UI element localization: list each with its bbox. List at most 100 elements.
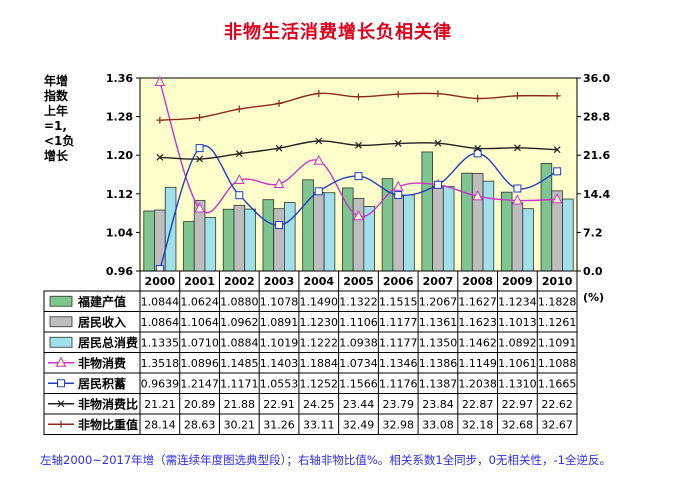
point-marker bbox=[196, 155, 204, 163]
data-label: 32.18 bbox=[462, 418, 494, 431]
left-axis-label-line: 增长 bbox=[44, 149, 69, 163]
data-label: 1.1386 bbox=[419, 357, 458, 370]
right-axis-tick-label: 28.8 bbox=[583, 111, 610, 124]
legend-label: 非物比重值 bbox=[78, 417, 138, 432]
data-label: 1.1176 bbox=[379, 377, 418, 390]
data-label: 1.1515 bbox=[379, 295, 418, 308]
data-label: 21.88 bbox=[224, 398, 256, 411]
series-line bbox=[159, 145, 558, 270]
category-label: 2009 bbox=[502, 275, 533, 288]
data-label: 1.0892 bbox=[498, 336, 537, 349]
data-label: 1.1091 bbox=[538, 336, 577, 349]
point-marker bbox=[473, 149, 482, 158]
data-label: 1.1078 bbox=[260, 295, 299, 308]
left-axis-label-line: 上年 bbox=[44, 104, 69, 118]
legend-label: 非物消费 bbox=[78, 355, 126, 370]
left-axis-label-line: =1, bbox=[44, 119, 67, 133]
point-marker bbox=[235, 191, 244, 200]
data-label: 1.2038 bbox=[458, 377, 497, 390]
data-label: 1.1387 bbox=[419, 377, 458, 390]
data-label: 32.68 bbox=[502, 418, 534, 431]
point-marker bbox=[235, 150, 243, 158]
point-marker bbox=[513, 92, 521, 100]
point-marker bbox=[553, 146, 561, 154]
data-label: 1.1665 bbox=[538, 377, 577, 390]
data-label: 20.89 bbox=[184, 398, 216, 411]
data-label: 32.67 bbox=[541, 418, 573, 431]
point-marker bbox=[355, 93, 362, 101]
data-label: 23.84 bbox=[422, 398, 454, 411]
bar bbox=[500, 191, 513, 272]
bar bbox=[540, 163, 553, 272]
left-axis-label: 年增 指数 上年 =1, <1负 增长 bbox=[44, 74, 84, 164]
data-label: 1.2147 bbox=[180, 377, 219, 390]
legend-key bbox=[49, 295, 73, 307]
data-label: 1.1088 bbox=[538, 357, 577, 370]
point-marker bbox=[57, 379, 65, 388]
data-label: 1.1403 bbox=[260, 357, 299, 370]
data-label: 1.1490 bbox=[300, 295, 339, 308]
data-label: 1.3518 bbox=[141, 357, 180, 370]
data-label: 1.0734 bbox=[339, 357, 378, 370]
point-marker bbox=[553, 167, 562, 176]
legend-label: 居民总消费 bbox=[78, 335, 138, 350]
data-label: 1.1485 bbox=[220, 357, 259, 370]
point-marker bbox=[434, 139, 442, 147]
data-label: 1.1171 bbox=[220, 377, 259, 390]
legend-label: 居民收入 bbox=[78, 314, 126, 329]
bar bbox=[233, 204, 246, 272]
data-label: 1.0884 bbox=[220, 336, 259, 349]
point-marker bbox=[195, 144, 204, 153]
right-axis-tick-label: 7.2 bbox=[583, 226, 603, 239]
data-label: 31.26 bbox=[263, 418, 295, 431]
bar bbox=[421, 151, 433, 272]
left-axis-tick-label: 1.20 bbox=[106, 149, 133, 162]
data-label: 1.1462 bbox=[458, 336, 497, 349]
bar bbox=[154, 209, 166, 272]
data-label: 32.49 bbox=[343, 418, 375, 431]
legend-label: 居民积蓄 bbox=[78, 376, 126, 391]
data-label: 1.1013 bbox=[498, 316, 537, 329]
data-label: 1.1346 bbox=[379, 357, 418, 370]
data-label: 33.11 bbox=[303, 418, 335, 431]
point-marker bbox=[355, 141, 362, 149]
point-marker bbox=[314, 187, 323, 196]
data-label: 1.1566 bbox=[339, 377, 378, 390]
right-axis-unit: (%) bbox=[583, 291, 604, 304]
left-axis-tick-label: 1.36 bbox=[106, 72, 133, 85]
data-label: 1.0864 bbox=[141, 316, 180, 329]
left-axis-tick-label: 0.96 bbox=[106, 265, 133, 278]
chart-title: 非物生活消费增长负相关律 bbox=[224, 22, 452, 43]
bar bbox=[461, 172, 473, 272]
data-label: 32.98 bbox=[382, 418, 414, 431]
right-axis-tick-label: 0.0 bbox=[583, 265, 603, 278]
series-line bbox=[159, 81, 558, 218]
point-marker bbox=[513, 144, 521, 152]
category-label: 2000 bbox=[145, 275, 176, 288]
data-label: 28.14 bbox=[144, 418, 176, 431]
data-label: 1.1350 bbox=[419, 336, 458, 349]
data-label: 1.1019 bbox=[260, 336, 299, 349]
data-label: 1.0962 bbox=[220, 316, 259, 329]
data-label: 1.1222 bbox=[300, 336, 339, 349]
data-label: 1.0880 bbox=[220, 295, 259, 308]
point-marker bbox=[194, 202, 205, 213]
data-label: 1.0896 bbox=[180, 357, 219, 370]
bar bbox=[511, 202, 524, 272]
right-axis-tick-label: 36.0 bbox=[583, 72, 610, 85]
point-marker bbox=[275, 221, 284, 230]
data-label: 1.1061 bbox=[498, 357, 537, 370]
bar bbox=[442, 186, 455, 272]
data-label: 1.1884 bbox=[300, 357, 339, 370]
data-label: 1.1310 bbox=[498, 377, 537, 390]
bar bbox=[403, 194, 415, 272]
point-marker bbox=[354, 172, 363, 181]
data-label: 22.97 bbox=[502, 398, 534, 411]
data-label: 1.0710 bbox=[180, 336, 219, 349]
data-label: 1.0624 bbox=[180, 295, 219, 308]
data-label: 1.1627 bbox=[458, 295, 497, 308]
data-label: 1.1623 bbox=[458, 316, 497, 329]
legend-label: 福建产值 bbox=[77, 294, 126, 309]
data-label: 22.87 bbox=[462, 398, 494, 411]
